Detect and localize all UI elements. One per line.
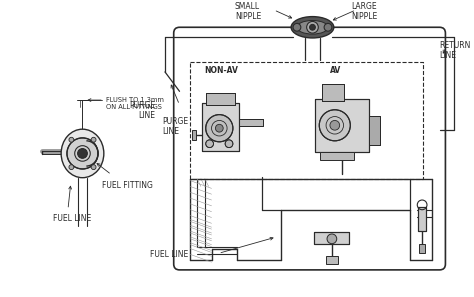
Bar xyxy=(190,62,423,179)
Circle shape xyxy=(78,148,87,158)
Bar xyxy=(315,99,369,152)
Circle shape xyxy=(324,23,332,31)
Bar xyxy=(419,244,425,253)
Bar xyxy=(418,207,426,231)
Circle shape xyxy=(310,24,315,30)
Circle shape xyxy=(225,140,233,148)
Bar xyxy=(206,93,235,105)
Circle shape xyxy=(206,115,233,142)
Text: LARGE
NIPPLE: LARGE NIPPLE xyxy=(351,2,378,21)
Bar xyxy=(202,103,239,151)
Circle shape xyxy=(330,121,340,130)
Circle shape xyxy=(91,137,96,142)
Text: SMALL
NIPPLE: SMALL NIPPLE xyxy=(235,2,261,21)
Ellipse shape xyxy=(297,20,328,34)
Bar xyxy=(239,119,263,126)
Bar xyxy=(314,232,349,244)
Circle shape xyxy=(67,138,98,169)
Bar xyxy=(206,93,235,105)
Bar xyxy=(326,256,337,264)
Bar xyxy=(315,99,369,152)
Ellipse shape xyxy=(61,129,104,178)
Bar xyxy=(202,103,239,151)
Bar xyxy=(320,152,354,160)
Circle shape xyxy=(69,137,74,142)
Circle shape xyxy=(91,165,96,170)
Circle shape xyxy=(216,124,223,132)
Text: FUEL LINE: FUEL LINE xyxy=(54,214,91,223)
Text: NON-AV: NON-AV xyxy=(204,66,237,75)
Text: FUEL LINE: FUEL LINE xyxy=(150,250,189,260)
Circle shape xyxy=(307,21,319,33)
Bar xyxy=(314,232,349,244)
Text: PURGE
LINE: PURGE LINE xyxy=(129,101,155,121)
Bar xyxy=(418,207,426,231)
Text: FUEL FITTING: FUEL FITTING xyxy=(102,181,153,189)
Circle shape xyxy=(327,234,337,244)
Bar xyxy=(322,83,344,101)
Text: AV: AV xyxy=(330,66,341,75)
Bar xyxy=(322,83,344,101)
Circle shape xyxy=(293,23,301,31)
Ellipse shape xyxy=(291,17,334,38)
Text: FLUSH TO 1.3mm
ON ALL FITTINGS: FLUSH TO 1.3mm ON ALL FITTINGS xyxy=(106,97,164,110)
Bar xyxy=(239,119,263,126)
Circle shape xyxy=(319,110,350,141)
Bar xyxy=(192,130,196,140)
Text: PURGE
LINE: PURGE LINE xyxy=(162,116,188,136)
Bar xyxy=(369,116,381,145)
Circle shape xyxy=(69,165,74,170)
Bar xyxy=(369,116,381,145)
Text: RETURN
LINE: RETURN LINE xyxy=(439,41,471,60)
Circle shape xyxy=(206,140,213,148)
